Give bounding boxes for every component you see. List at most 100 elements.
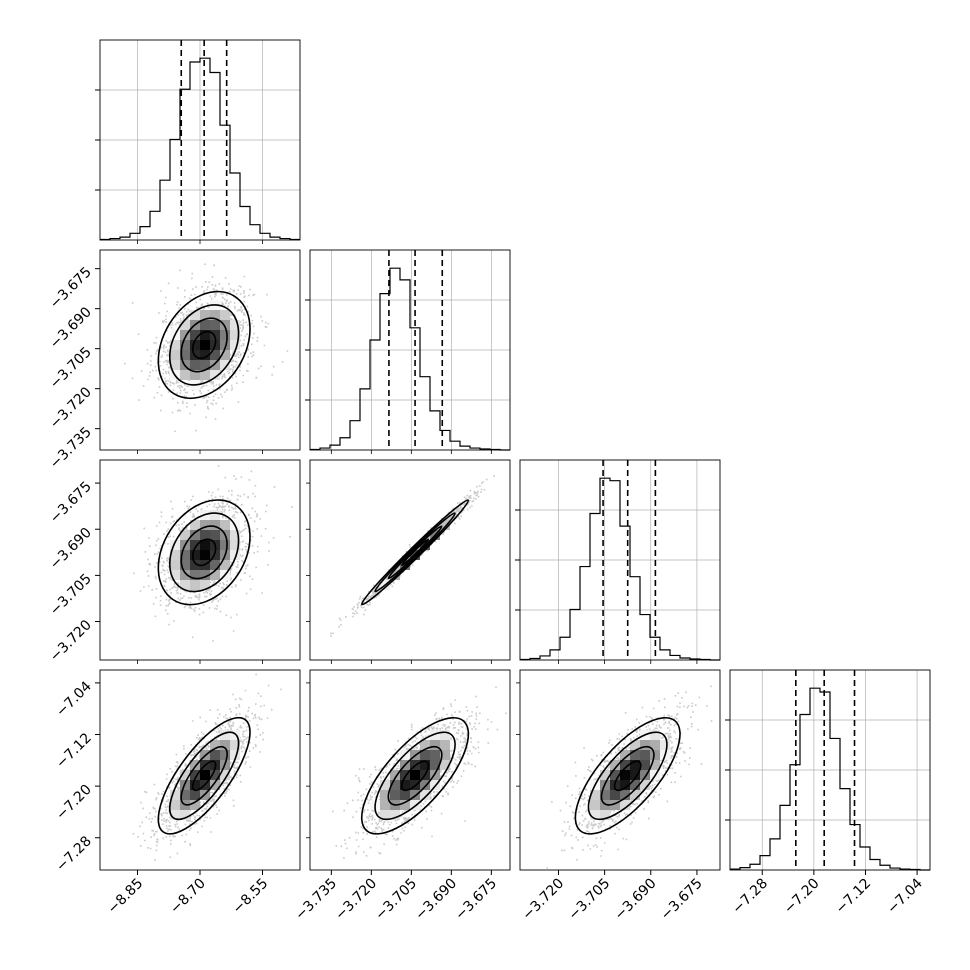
density-cell: [230, 530, 240, 540]
density-cell: [620, 760, 630, 770]
density-cell: [380, 810, 390, 820]
density-cell: [630, 780, 640, 790]
histogram: [730, 687, 930, 871]
density-cell: [620, 780, 630, 790]
density-cell: [220, 310, 230, 320]
density-cell: [620, 750, 630, 760]
density-cell: [190, 580, 200, 590]
y-tick-label: −3.690: [47, 525, 95, 573]
density-cell: [170, 790, 180, 800]
contour-level-2: [157, 499, 251, 606]
x-tick-label: −3.675: [658, 876, 706, 924]
density-cell: [640, 760, 650, 770]
density-cell: [640, 740, 650, 750]
contour-level-2: [360, 499, 470, 606]
contour-level-1: [387, 525, 443, 580]
x-tick-label: −3.690: [412, 876, 460, 924]
density-cell: [650, 760, 660, 770]
density-cell: [200, 580, 210, 590]
density-cell: [610, 760, 620, 770]
density-cell: [210, 350, 220, 360]
contour-level-1: [180, 745, 228, 806]
density-cell: [420, 750, 430, 760]
panel-frame: [309, 249, 511, 451]
density-cell: [650, 730, 660, 740]
density-cell: [430, 740, 440, 750]
panel-frame: [519, 459, 721, 661]
density-cell: [220, 730, 230, 740]
density-cell: [180, 570, 190, 580]
density-cell: [200, 370, 210, 380]
density-cell: [430, 730, 440, 740]
density-cell: [660, 740, 670, 750]
contour-level-1: [180, 525, 228, 580]
contour-level-0.5: [613, 760, 642, 792]
contour-level-0.5: [191, 538, 217, 567]
density-cell: [190, 540, 200, 550]
density-cell: [620, 800, 630, 810]
density-cell: [590, 790, 600, 800]
density-cell: [440, 520, 450, 530]
contour-level-2: [157, 290, 251, 400]
density-cell: [180, 560, 190, 570]
density-cell: [430, 750, 440, 760]
density-cell: [420, 780, 430, 790]
density-cell: [180, 370, 190, 380]
density-cell: [230, 340, 240, 350]
x-tick-label: −3.720: [519, 876, 567, 924]
density-cell: [210, 310, 220, 320]
density-cell: [180, 530, 190, 540]
x-tick-label: −8.55: [230, 876, 272, 918]
density-cell: [200, 330, 210, 340]
density-cell: [170, 570, 180, 580]
density-cell: [390, 770, 400, 780]
density-cell: [190, 310, 200, 320]
y-tick-label: −3.720: [47, 384, 95, 432]
density-cell: [200, 350, 210, 360]
density-cell: [220, 520, 230, 530]
density-cell: [190, 800, 200, 810]
density-cell: [610, 770, 620, 780]
density-cell: [600, 790, 610, 800]
density-cell: [640, 770, 650, 780]
density-cell: [230, 730, 240, 740]
density-cell: [440, 740, 450, 750]
marginal-3: [725, 669, 931, 871]
density-cell: [230, 740, 240, 750]
density-cell: [210, 510, 220, 520]
density-cell: [180, 340, 190, 350]
contour-level-0.5: [400, 538, 430, 567]
x-tick-label: −7.04: [884, 875, 926, 917]
contour-level-0.5: [191, 330, 217, 360]
contour-level-1.5: [168, 731, 240, 821]
panel-frame: [309, 669, 511, 871]
x-tick-label: −7.12: [833, 876, 875, 918]
panel-0-3: [99, 669, 301, 871]
density-cell: [200, 320, 210, 330]
density-cell: [590, 800, 600, 810]
histogram: [520, 477, 720, 661]
density-cell: [630, 750, 640, 760]
density-cell: [190, 790, 200, 800]
y-tick-label: −3.720: [47, 617, 95, 665]
density-cell: [630, 790, 640, 800]
y-tick-label: −7.04: [53, 678, 95, 720]
y-tick-label: −7.28: [53, 833, 95, 875]
y-tick-label: −3.675: [47, 479, 95, 527]
density-cell: [190, 370, 200, 380]
density-cell: [170, 540, 180, 550]
density-cell: [390, 810, 400, 820]
contour-level-1.5: [374, 731, 456, 821]
density-cell: [190, 570, 200, 580]
density-cell: [190, 770, 200, 780]
contour-level-0.5: [400, 760, 430, 792]
density-cell: [400, 780, 410, 790]
density-cell: [180, 580, 190, 590]
density-cell: [600, 810, 610, 820]
x-tick-label: −3.705: [565, 876, 613, 924]
panel-frame: [309, 459, 511, 661]
density-cell: [640, 780, 650, 790]
contour-level-1.5: [168, 304, 240, 386]
density-cell: [180, 330, 190, 340]
density-cell: [190, 530, 200, 540]
